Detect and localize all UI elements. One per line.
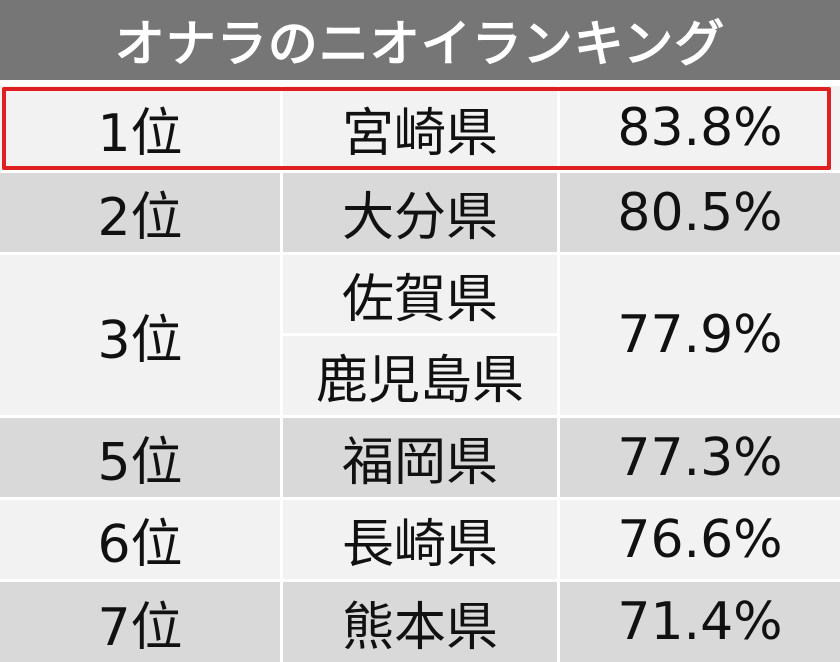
- prefecture-cell-5: 福岡県: [283, 418, 557, 497]
- percent-cell-2: 80.5%: [560, 173, 840, 252]
- percent-cell-5: 77.3%: [560, 418, 840, 497]
- percent-cell-6: 76.6%: [560, 500, 840, 579]
- percent-cell-7: 71.4%: [560, 582, 840, 662]
- rank-cell-7: 7位: [0, 582, 280, 662]
- rank-cell-1: 1位: [0, 86, 280, 170]
- prefecture-cell-1: 宮崎県: [283, 86, 557, 170]
- prefecture-cell-7: 熊本県: [283, 582, 557, 662]
- percent-cell-1: 83.8%: [560, 86, 840, 170]
- table-title: オナラのニオイランキング: [0, 0, 840, 80]
- rank-cell-5: 5位: [0, 418, 280, 497]
- prefecture-cell-3a: 佐賀県: [283, 255, 557, 333]
- prefecture-cell-2: 大分県: [283, 173, 557, 252]
- rank-cell-3: 3位: [0, 255, 280, 415]
- prefecture-cell-3b: 鹿児島県: [283, 336, 557, 415]
- rank-cell-2: 2位: [0, 173, 280, 252]
- prefecture-cell-6: 長崎県: [283, 500, 557, 579]
- percent-cell-3: 77.9%: [560, 255, 840, 415]
- rank-cell-6: 6位: [0, 500, 280, 579]
